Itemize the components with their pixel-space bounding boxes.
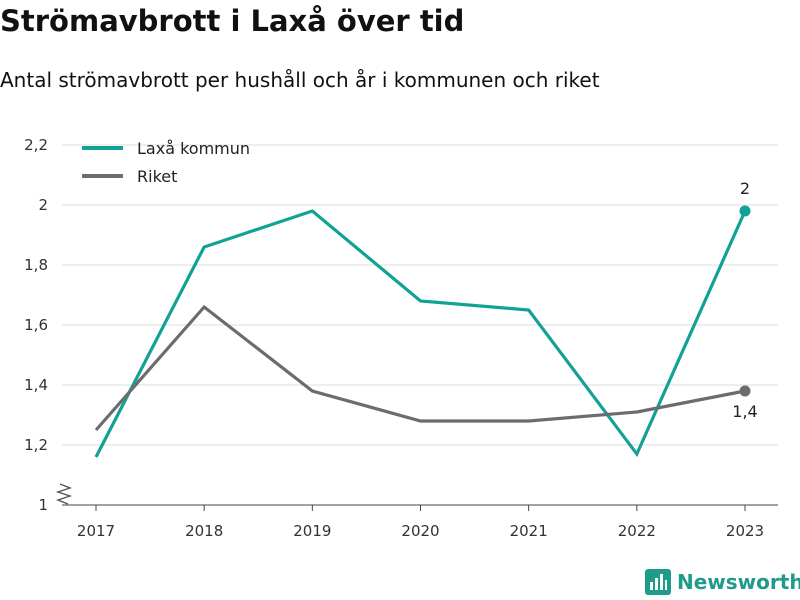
y-tick-label: 1,4 [24, 376, 48, 394]
x-tick-label: 2022 [618, 522, 656, 540]
x-tick-label: 2021 [510, 522, 548, 540]
series-end-point [739, 385, 751, 397]
page-subtitle: Antal strömavbrott per hushåll och år i … [0, 68, 600, 92]
x-tick-label: 2020 [401, 522, 439, 540]
y-tick-label: 1,2 [24, 436, 48, 454]
legend-label: Laxå kommun [137, 139, 250, 158]
series-end-point [739, 205, 751, 217]
x-axis-ticks: 2017 2018 2019 2020 2021 2022 2023 [77, 505, 764, 540]
series-line-laxa [94, 209, 747, 458]
y-tick-label: 2 [38, 196, 48, 214]
grid-lines [62, 144, 778, 506]
newsworthy-logo-icon [645, 569, 671, 595]
y-tick-label: 1 [38, 496, 48, 514]
series-line-riket [94, 304, 746, 432]
series-end-label: 2 [740, 179, 750, 198]
page-title: Strömavbrott i Laxå över tid [0, 4, 465, 38]
series-lines: 21,4 [94, 179, 758, 458]
x-tick-label: 2019 [293, 522, 331, 540]
x-tick-label: 2017 [77, 522, 115, 540]
axis-break-mark [55, 483, 73, 505]
series-end-label: 1,4 [732, 402, 757, 421]
y-tick-label: 1,8 [24, 256, 48, 274]
brand-logo: Newsworthy [645, 569, 800, 595]
legend-label: Riket [137, 167, 177, 186]
x-tick-label: 2018 [185, 522, 223, 540]
legend: Laxå kommun Riket [82, 139, 250, 186]
y-tick-label: 2,2 [24, 136, 48, 154]
y-axis-ticks: 1 1,2 1,4 1,6 1,8 2 2,2 [24, 136, 48, 514]
brand-name: Newsworthy [677, 570, 800, 594]
x-tick-label: 2023 [726, 522, 764, 540]
y-tick-label: 1,6 [24, 316, 48, 334]
y-axis-break-icon [55, 483, 73, 505]
